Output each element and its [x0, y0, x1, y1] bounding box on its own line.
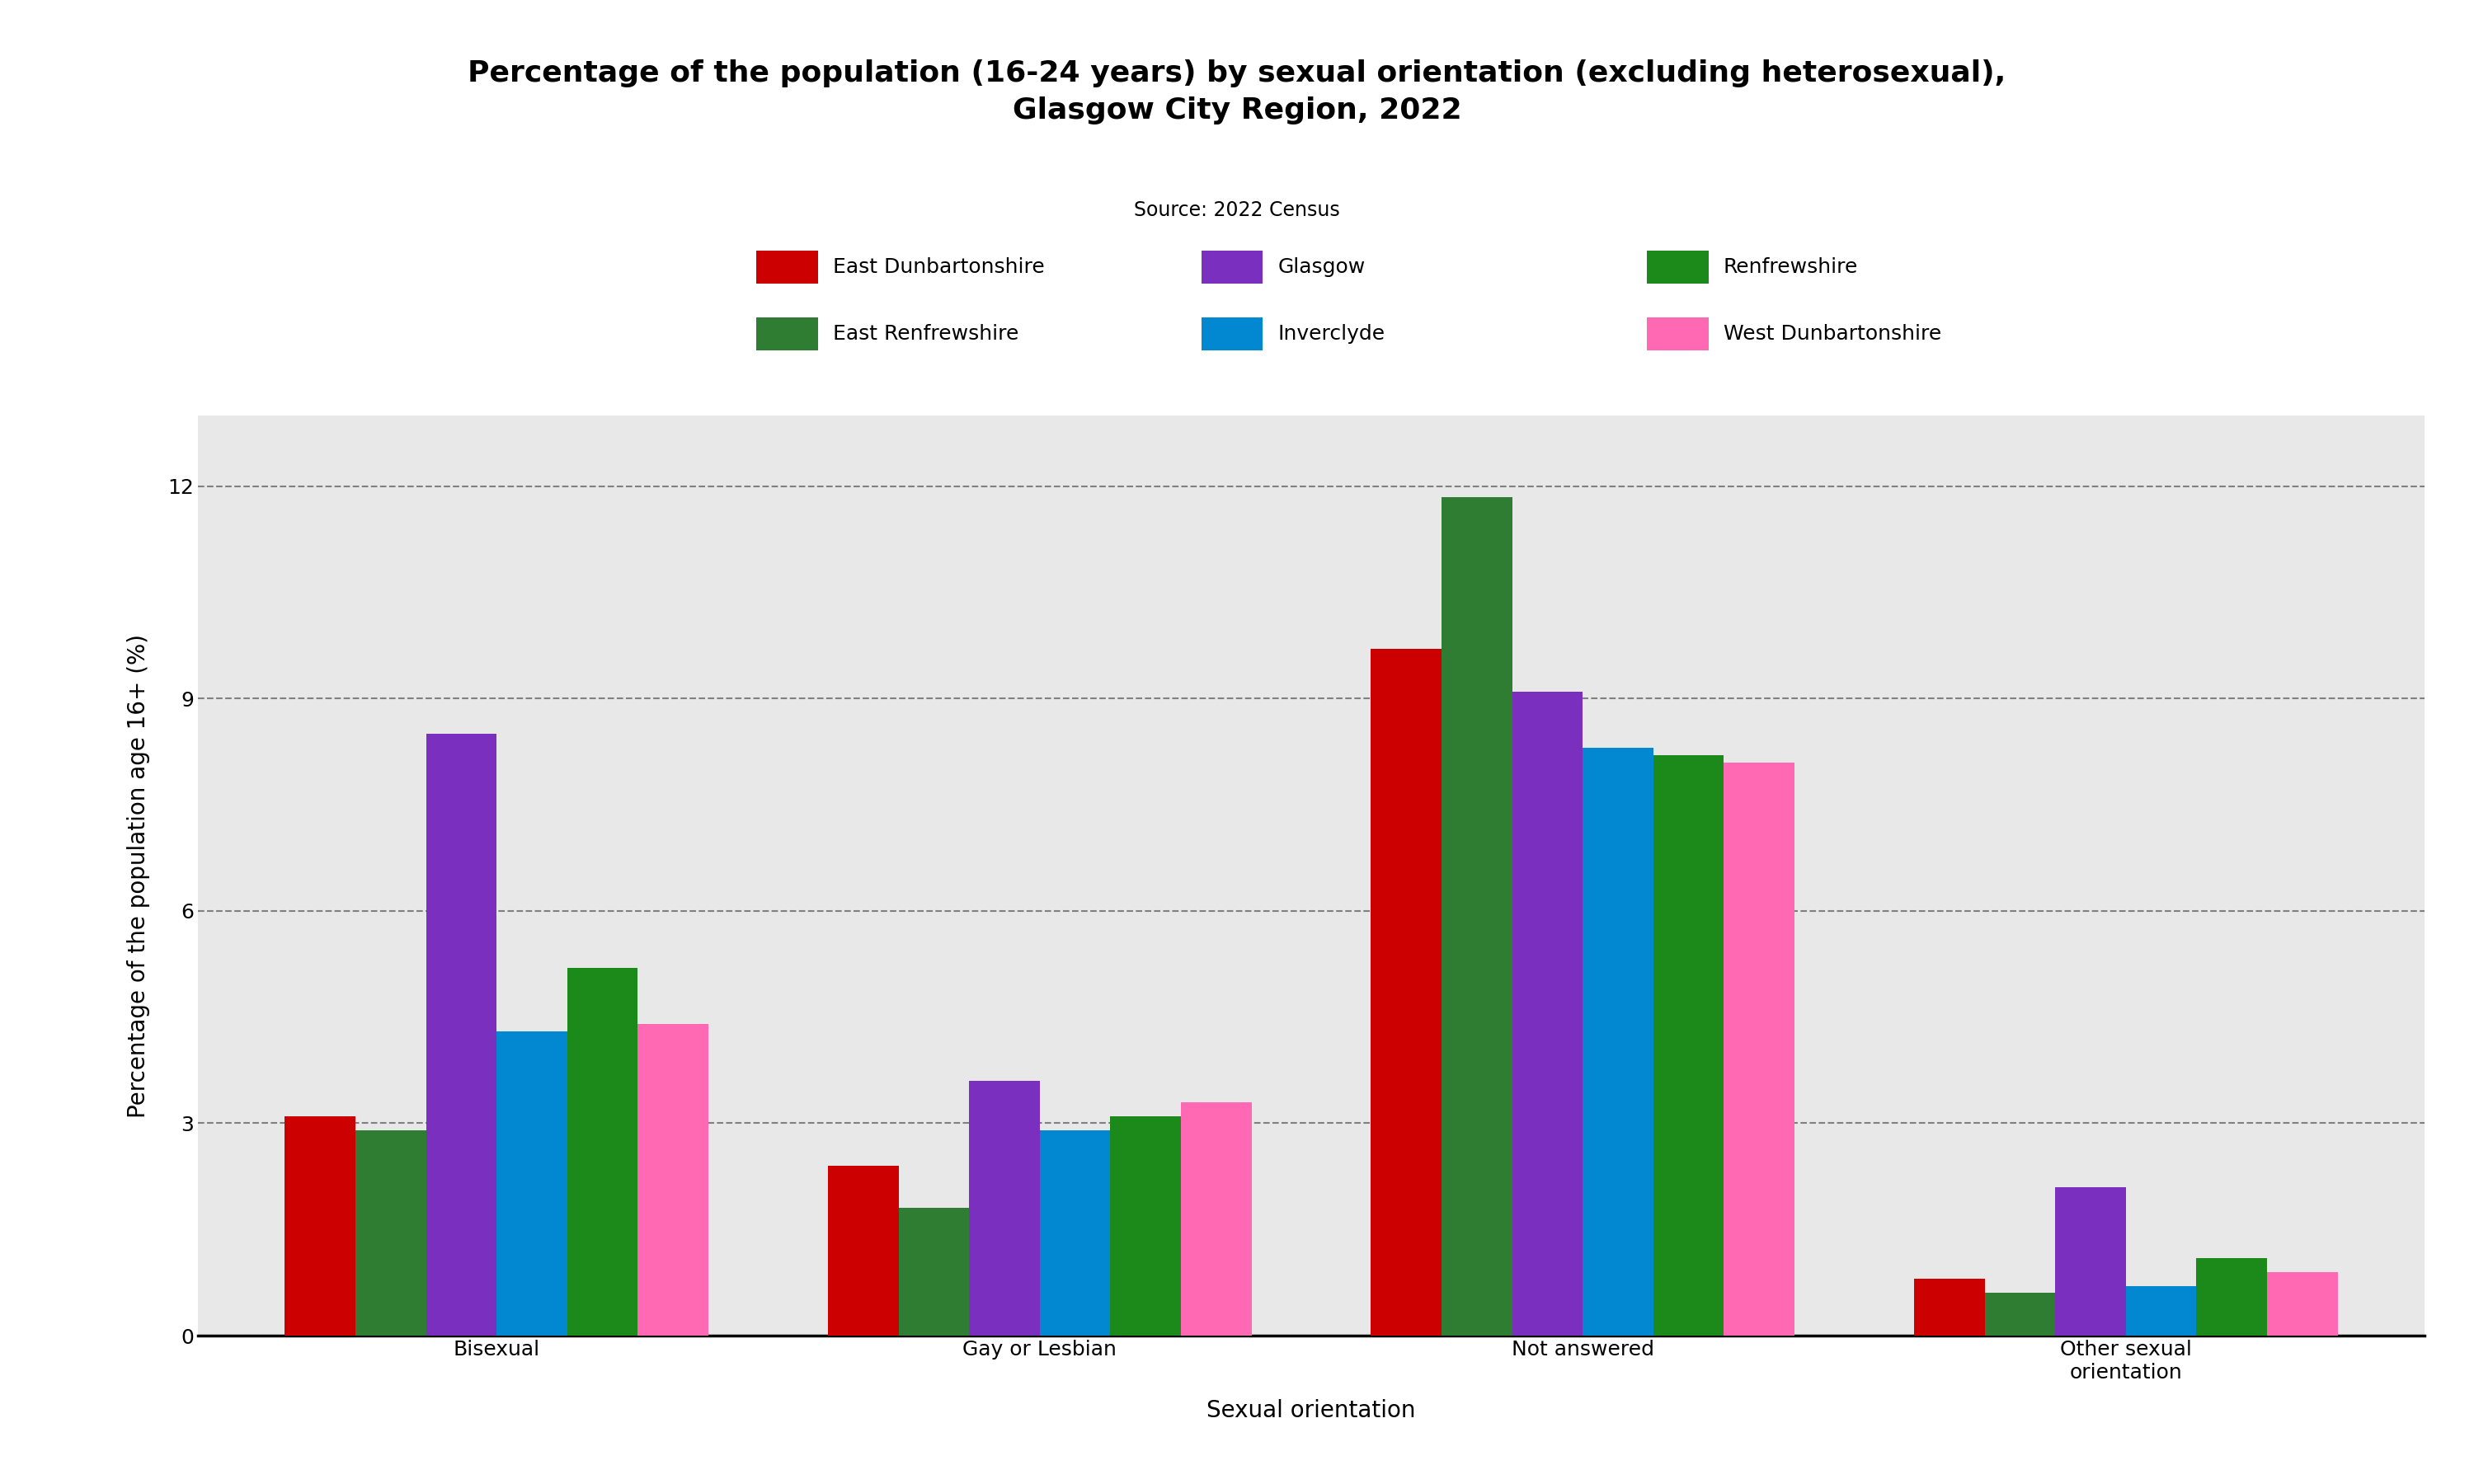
Bar — [1039, 1131, 1111, 1336]
Bar — [1180, 1103, 1252, 1336]
Bar — [1111, 1116, 1180, 1336]
Bar — [1724, 763, 1794, 1336]
Bar — [285, 1116, 356, 1336]
Bar — [1653, 755, 1724, 1336]
Text: Renfrewshire: Renfrewshire — [1722, 257, 1858, 278]
Bar — [1512, 692, 1583, 1336]
Text: Glasgow: Glasgow — [1277, 257, 1366, 278]
Bar — [2266, 1272, 2338, 1336]
Bar — [426, 735, 497, 1336]
Bar — [1371, 649, 1442, 1336]
Y-axis label: Percentage of the population age 16+ (%): Percentage of the population age 16+ (%) — [126, 634, 151, 1117]
X-axis label: Sexual orientation: Sexual orientation — [1207, 1399, 1415, 1423]
Text: East Renfrewshire: East Renfrewshire — [831, 324, 1019, 344]
Bar — [497, 1031, 567, 1336]
Bar — [898, 1208, 970, 1336]
Text: West Dunbartonshire: West Dunbartonshire — [1722, 324, 1942, 344]
Text: Inverclyde: Inverclyde — [1277, 324, 1385, 344]
Bar — [567, 968, 638, 1336]
Bar — [638, 1024, 708, 1336]
Bar — [2197, 1258, 2266, 1336]
Bar — [2125, 1287, 2197, 1336]
Bar — [2056, 1187, 2125, 1336]
Text: Percentage of the population (16-24 years) by sexual orientation (excluding hete: Percentage of the population (16-24 year… — [468, 59, 2006, 125]
Text: East Dunbartonshire: East Dunbartonshire — [831, 257, 1044, 278]
Bar — [1583, 748, 1653, 1336]
Bar — [356, 1131, 426, 1336]
Bar — [1442, 497, 1512, 1336]
Bar — [970, 1080, 1039, 1336]
Text: Source: 2022 Census: Source: 2022 Census — [1133, 200, 1341, 220]
Bar — [1915, 1279, 1984, 1336]
Bar — [829, 1166, 898, 1336]
Bar — [1984, 1293, 2056, 1336]
